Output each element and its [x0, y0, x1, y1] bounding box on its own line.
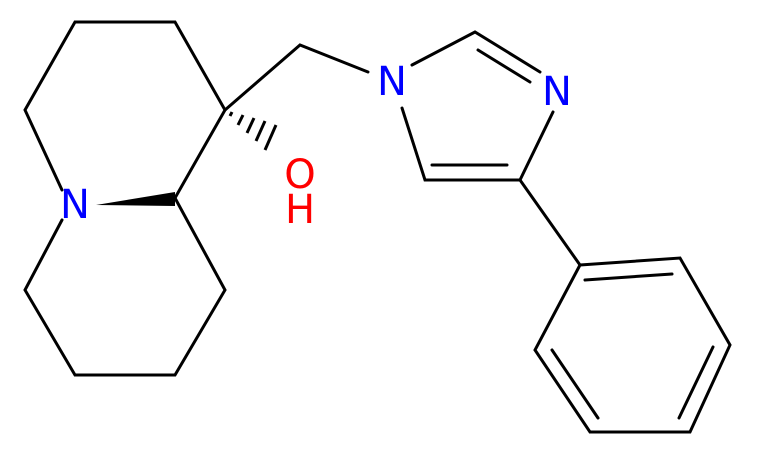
atom-label: O: [284, 152, 315, 198]
atom-label: N: [60, 182, 90, 228]
bond: [677, 345, 715, 420]
bond: [23, 196, 227, 377]
bond: [23, 20, 227, 200]
atom-label: H: [285, 187, 315, 233]
bond: [223, 43, 370, 112]
atom-label: N: [377, 59, 407, 105]
bond: [400, 106, 555, 182]
hashed-bond: [228, 111, 278, 151]
bond: [518, 178, 582, 267]
wedge-bond: [96, 192, 175, 206]
atom-label: N: [542, 69, 572, 115]
bond: [533, 256, 732, 434]
bond: [410, 30, 542, 74]
bond: [583, 272, 674, 282]
bond: [550, 348, 600, 420]
bond: [476, 48, 532, 84]
bonds: [23, 20, 732, 434]
